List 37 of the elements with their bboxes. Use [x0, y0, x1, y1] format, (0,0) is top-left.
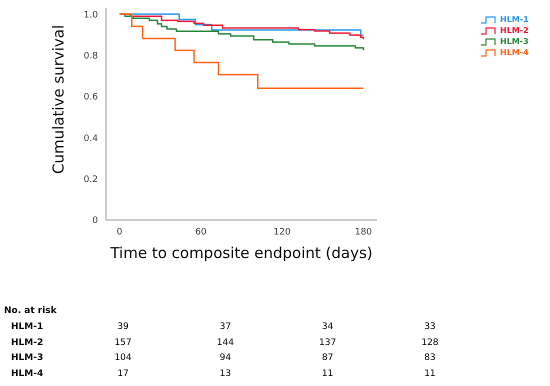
- text: 13: [218, 368, 232, 378]
- text: No. at risk: [4, 306, 57, 316]
- text: 17: [116, 368, 130, 378]
- text: 34: [320, 322, 334, 332]
- x-tick-label: 60: [195, 227, 207, 238]
- x-tick-label: 180: [354, 227, 372, 238]
- legend-label: HLM-4: [500, 48, 529, 57]
- y-tick-label: 1.0: [84, 10, 98, 20]
- text: 11: [320, 368, 334, 378]
- y-tick-label: 0.4: [84, 134, 98, 144]
- text: 94: [218, 353, 232, 363]
- text: 83: [423, 353, 437, 363]
- legend-label: HLM-3: [500, 37, 529, 46]
- y-tick-label: 0: [92, 216, 98, 226]
- text: 33: [423, 322, 437, 332]
- y-axis-title: Cumulative survival: [49, 24, 68, 174]
- text: 104: [113, 353, 133, 363]
- y-tick-label: 0.2: [84, 175, 98, 186]
- text: 37: [218, 322, 232, 332]
- text: 39: [116, 322, 130, 332]
- legend-label: HLM-1: [500, 15, 529, 24]
- text: 11: [423, 368, 437, 378]
- text: 128: [420, 338, 440, 348]
- y-tick-label: 0.6: [84, 92, 98, 103]
- text: 157: [113, 338, 133, 348]
- y-tick-label: 0.8: [84, 52, 98, 62]
- legend-label: HLM-2: [500, 26, 529, 35]
- text: 87: [320, 353, 334, 363]
- x-tick-label: 120: [274, 227, 292, 238]
- text: HLM-3: [11, 353, 44, 363]
- x-tick-label: 0: [116, 227, 123, 238]
- x-axis-title: Time to composite endpoint (days): [109, 244, 373, 262]
- text: HLM-4: [11, 368, 44, 378]
- text: 137: [318, 338, 338, 348]
- text: 144: [216, 338, 235, 348]
- text: HLM-2: [11, 338, 44, 348]
- text: HLM-1: [11, 322, 44, 332]
